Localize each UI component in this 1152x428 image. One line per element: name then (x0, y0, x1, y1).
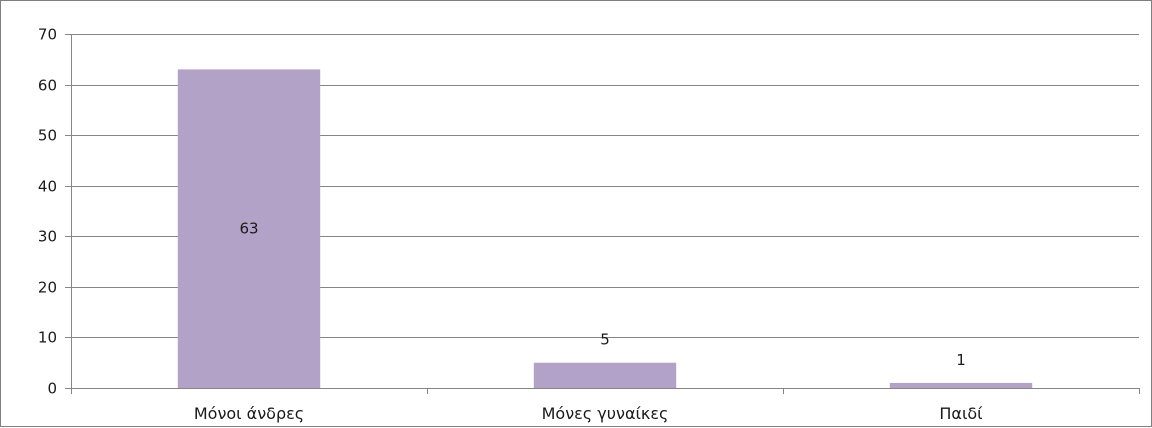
y-tick-label: 70 (38, 26, 57, 44)
bars (177, 69, 1033, 389)
axes (65, 34, 1140, 394)
category-label: Μόνες γυναίκες (542, 404, 669, 423)
y-tick-label: 10 (38, 329, 57, 347)
y-tick-label: 50 (38, 127, 57, 145)
bar (889, 382, 1033, 388)
bar (533, 362, 677, 388)
data-label: 5 (600, 331, 610, 349)
bar (177, 69, 321, 389)
data-label: 1 (956, 351, 966, 369)
category-label: Μόνοι άνδρες (194, 404, 304, 423)
y-tick-label: 30 (38, 228, 57, 246)
data-label: 63 (239, 220, 258, 238)
y-tick-label: 40 (38, 178, 57, 196)
y-tick-label: 20 (38, 279, 57, 297)
y-tick-label: 0 (47, 380, 57, 398)
category-label: Παιδί (939, 404, 983, 423)
y-tick-label: 60 (38, 77, 57, 95)
labels: 0 10 20 30 40 50 60 70 63 Μόνοι άνδρες 5 Μόνες γυνα… (38, 26, 983, 424)
